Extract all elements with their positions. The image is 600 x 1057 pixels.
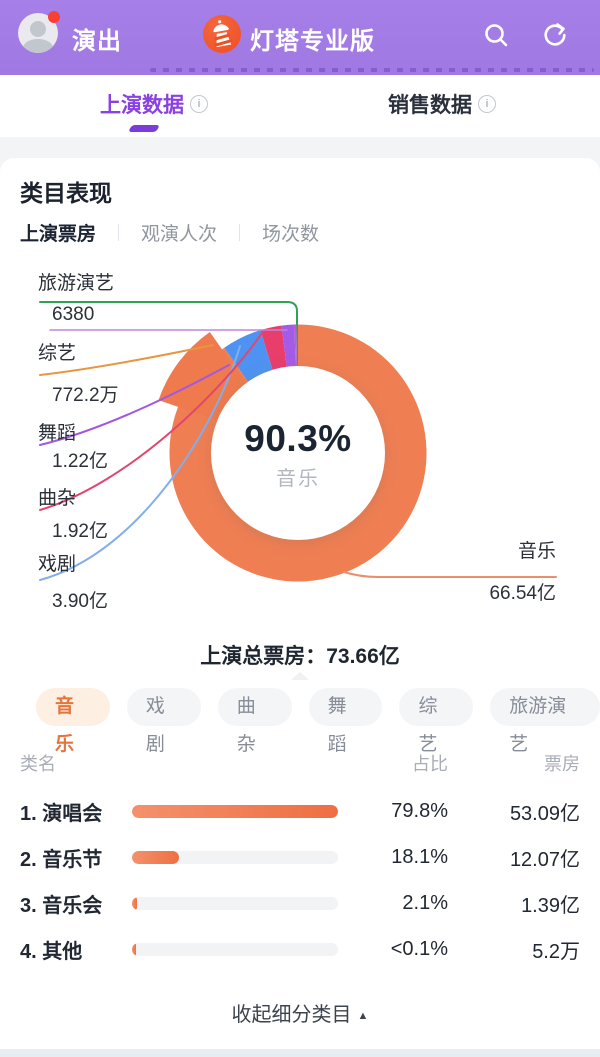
active-tab-indicator xyxy=(128,125,160,132)
section-title: 类目表现 xyxy=(20,180,112,206)
total-box-office: 上演总票房：73.66亿 xyxy=(0,640,600,668)
triangle-up-icon: ▲ xyxy=(357,1010,369,1022)
header-filter-strip xyxy=(150,68,594,72)
slice-value-戏剧: 3.90亿 xyxy=(52,591,108,612)
collapse-subcategories-button[interactable]: 收起细分类目 ▲ xyxy=(0,998,600,1027)
slice-name-舞蹈: 舞蹈 xyxy=(38,423,77,444)
row-revenue: 5.2万 xyxy=(532,940,580,963)
label-leader-line xyxy=(39,364,230,446)
avatar-person-icon xyxy=(30,21,46,37)
slice-value-曲杂: 1.92亿 xyxy=(52,521,108,542)
row-share: 2.1% xyxy=(402,891,448,914)
slice-value-舞蹈: 1.22亿 xyxy=(52,451,108,472)
donut-slice-曲杂[interactable] xyxy=(260,325,287,371)
donut-center-category: 音乐 xyxy=(276,468,320,490)
tab-label: 销售数据 xyxy=(388,94,472,117)
row-name: 4. 其他 xyxy=(20,940,83,963)
main-tab-bar: 上演数据 i 销售数据 i xyxy=(0,75,600,137)
row-revenue: 12.07亿 xyxy=(509,848,580,871)
app-header: 演出 灯塔专业版 xyxy=(0,0,600,75)
lighthouse-logo-icon xyxy=(203,15,241,53)
tab-sales-data[interactable]: 销售数据 i xyxy=(388,89,496,119)
label-leader-line xyxy=(343,571,557,578)
col-header-bar-spacer xyxy=(132,750,338,772)
category-pill-舞蹈[interactable]: 舞蹈 xyxy=(308,688,383,755)
category-pill-旅游演艺[interactable]: 旅游演艺 xyxy=(490,688,600,755)
donut-slice-戏剧[interactable] xyxy=(224,330,273,383)
share-bar-fill xyxy=(132,804,338,818)
category-donut-chart[interactable]: 音乐 66.54亿 戏剧 3.90亿 曲杂 1.92亿 舞蹈 1.22亿 综艺 772.2万 旅游演… xyxy=(0,258,600,636)
category-pill-曲杂[interactable]: 曲杂 xyxy=(217,688,292,755)
divider xyxy=(118,223,120,241)
tab-label: 上演数据 xyxy=(100,94,184,117)
total-label: 上演总票房： xyxy=(200,645,327,668)
bottom-edge-strip xyxy=(0,1049,600,1057)
slice-name-曲杂: 曲杂 xyxy=(38,488,77,509)
label-leader-line xyxy=(39,345,241,581)
col-header-revenue: 票房 xyxy=(544,754,580,774)
info-icon[interactable]: i xyxy=(190,95,208,113)
info-icon[interactable]: i xyxy=(478,95,496,113)
metric-tab-bar: 上演票房 观演人次 场次数 xyxy=(20,220,600,245)
metric-tab-box-office[interactable]: 上演票房 xyxy=(20,223,97,245)
donut-center-percent: 90.3% xyxy=(244,418,352,459)
share-bar-track xyxy=(132,804,338,818)
donut-slice-综艺[interactable] xyxy=(294,324,297,368)
panel-notch xyxy=(291,672,309,680)
total-value: 73.66亿 xyxy=(326,645,400,668)
share-bar-track xyxy=(132,850,338,864)
row-share: 18.1% xyxy=(391,845,448,868)
subcategory-table: 类名 占比 票房 1. 演唱会 79.8% 53.09亿 2. 音乐节 18.1% 12.… xyxy=(0,750,600,972)
slice-name-综艺: 综艺 xyxy=(38,343,77,364)
category-pill-综艺[interactable]: 综艺 xyxy=(399,688,474,755)
share-bar-fill xyxy=(132,896,138,910)
slice-value-音乐: 66.54亿 xyxy=(489,583,556,604)
page-title: 演出 xyxy=(72,28,122,55)
category-pill-戏剧[interactable]: 戏剧 xyxy=(126,688,201,755)
slice-value-旅游演艺: 6380 xyxy=(52,304,95,325)
col-header-name: 类名 xyxy=(20,754,56,774)
label-leader-line xyxy=(39,301,298,326)
search-icon[interactable] xyxy=(481,20,511,50)
share-bar-fill xyxy=(132,850,179,864)
refresh-icon[interactable] xyxy=(540,20,570,50)
metric-tab-show-count[interactable]: 场次数 xyxy=(262,223,320,245)
row-revenue: 53.09亿 xyxy=(509,802,580,825)
category-pill-bar: 音乐 戏剧 曲杂 舞蹈 综艺 旅游演艺 xyxy=(36,688,600,755)
avatar-person-icon xyxy=(23,39,53,53)
slice-value-综艺: 772.2万 xyxy=(52,385,119,406)
slice-name-音乐: 音乐 xyxy=(517,541,556,562)
share-bar-track xyxy=(132,942,338,956)
row-share: <0.1% xyxy=(390,937,448,960)
category-performance-card: 类目表现 上演票房 观演人次 场次数 音乐 66.54亿 戏剧 3.90亿 曲杂 1.92… xyxy=(0,158,600,1049)
table-row-演唱会[interactable]: 1. 演唱会 79.8% 53.09亿 xyxy=(0,788,600,834)
col-header-share: 占比 xyxy=(412,754,448,774)
row-share: 79.8% xyxy=(391,799,448,822)
app-name: 灯塔专业版 xyxy=(250,28,375,55)
category-pill-音乐[interactable]: 音乐 xyxy=(36,688,110,755)
row-name: 1. 演唱会 xyxy=(20,802,103,825)
share-bar-track xyxy=(132,896,338,910)
donut-slice-旅游演艺[interactable] xyxy=(296,324,298,368)
table-row-音乐会[interactable]: 3. 音乐会 2.1% 1.39亿 xyxy=(0,880,600,926)
row-name: 3. 音乐会 xyxy=(20,894,103,917)
row-revenue: 1.39亿 xyxy=(521,894,580,917)
metric-tab-attendance[interactable]: 观演人次 xyxy=(141,223,218,245)
divider xyxy=(239,223,241,241)
label-leader-line xyxy=(39,344,214,376)
tab-performance-data[interactable]: 上演数据 i xyxy=(100,89,208,119)
table-row-音乐节[interactable]: 2. 音乐节 18.1% 12.07亿 xyxy=(0,834,600,880)
label-leader-line xyxy=(39,329,265,511)
row-name: 2. 音乐节 xyxy=(20,848,103,871)
table-header-row: 类名 占比 票房 xyxy=(0,750,600,774)
slice-name-戏剧: 戏剧 xyxy=(38,554,77,575)
share-bar-fill xyxy=(132,942,136,956)
collapse-label: 收起细分类目 xyxy=(231,1004,352,1026)
donut-slice-舞蹈[interactable] xyxy=(281,324,296,368)
table-row-其他[interactable]: 4. 其他 <0.1% 5.2万 xyxy=(0,926,600,972)
notification-badge xyxy=(48,11,60,23)
donut-hole xyxy=(211,366,385,540)
slice-name-旅游演艺: 旅游演艺 xyxy=(38,273,115,294)
